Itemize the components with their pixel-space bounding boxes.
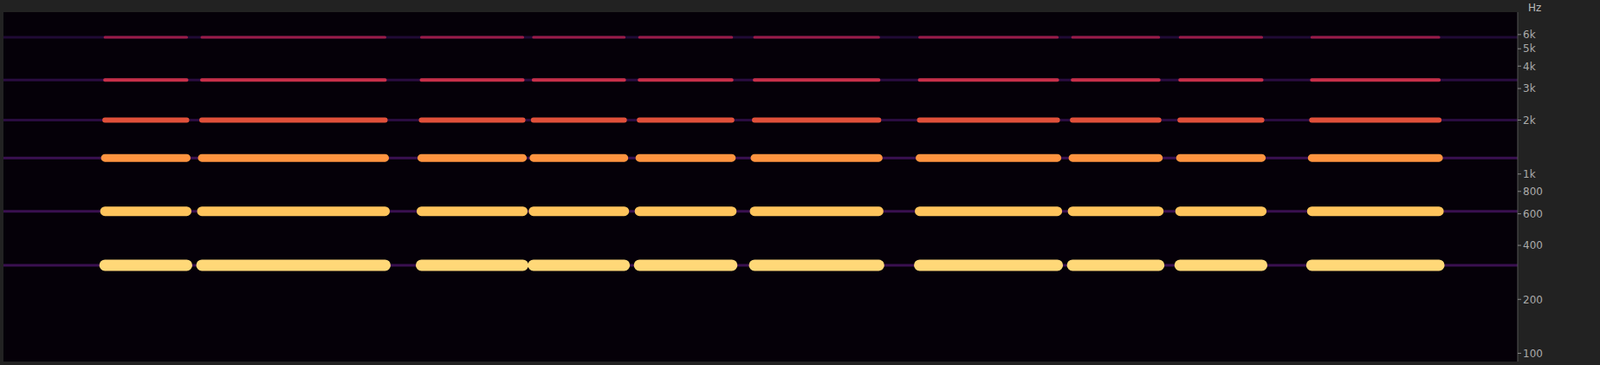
svg-text:800: 800 xyxy=(1522,185,1543,198)
html-text:Hz: Hz xyxy=(1528,1,1542,14)
svg-text:4k: 4k xyxy=(1522,60,1536,73)
svg-text:100: 100 xyxy=(1522,347,1543,360)
svg-text:2k: 2k xyxy=(1522,114,1536,127)
svg-text:200: 200 xyxy=(1522,293,1543,306)
svg-text:1k: 1k xyxy=(1522,168,1536,181)
svg-text:3k: 3k xyxy=(1522,82,1536,95)
svg-text:400: 400 xyxy=(1522,239,1543,252)
svg-text:600: 600 xyxy=(1522,207,1543,221)
svg-text:5k: 5k xyxy=(1522,42,1536,55)
svg-text:6k: 6k xyxy=(1522,28,1536,41)
